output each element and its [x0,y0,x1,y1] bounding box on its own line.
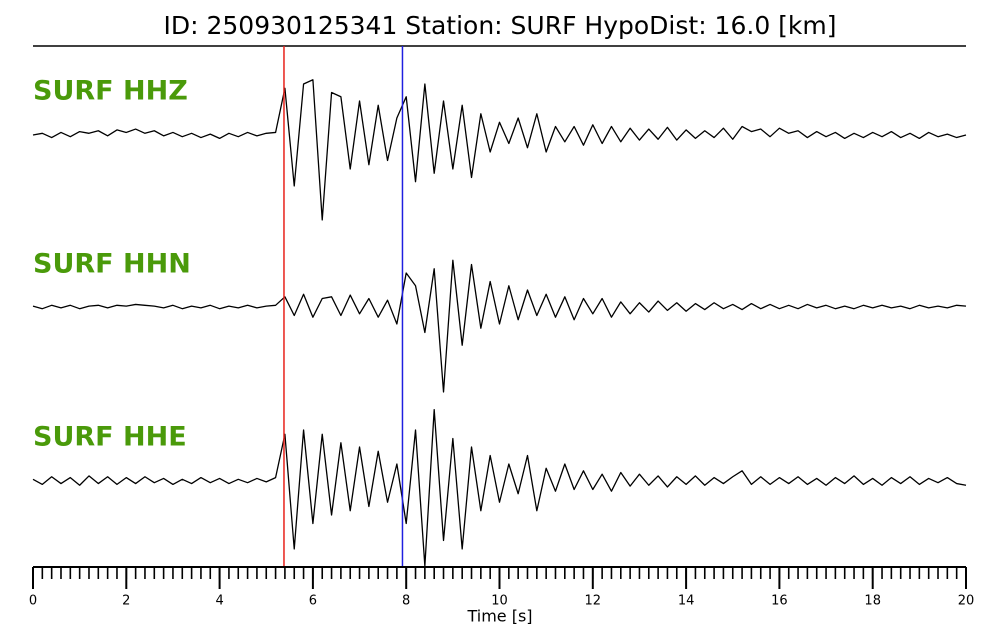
x-tick-label: 0 [29,594,37,609]
chart-title: ID: 250930125341 Station: SURF HypoDist:… [163,11,836,40]
x-tick-label: 10 [491,594,508,609]
x-tick-label: 8 [402,594,410,609]
trace-label: SURF HHZ [33,76,188,107]
x-tick-label: 20 [958,594,975,609]
waveform [32,408,967,567]
waveform [32,259,967,393]
x-tick-label: 6 [309,594,317,609]
x-tick-label: 12 [585,594,602,609]
trace-label: SURF HHE [33,422,187,453]
x-tick-label: 16 [771,594,788,609]
x-tick-label: 2 [122,594,130,609]
waveform [32,79,967,221]
trace-label: SURF HHN [33,249,191,280]
x-tick-label: 18 [864,594,881,609]
x-axis-label: Time [s] [466,607,532,626]
x-tick-label: 4 [215,594,223,609]
x-tick-label: 14 [678,594,695,609]
